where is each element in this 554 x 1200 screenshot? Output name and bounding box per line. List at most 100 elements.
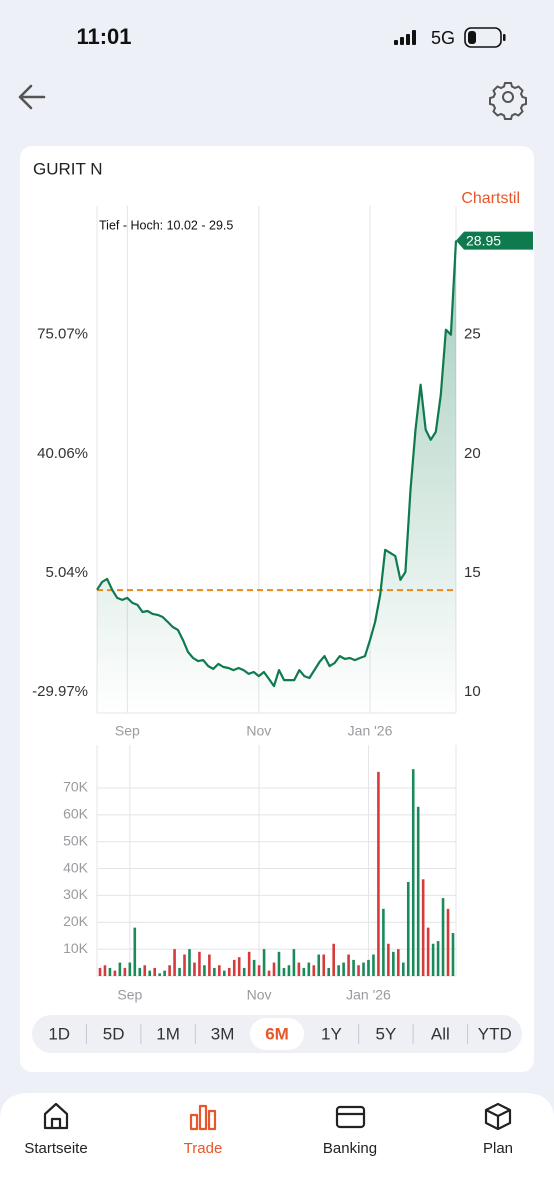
banking-icon <box>335 1105 366 1129</box>
y-tick-label: 40K <box>63 859 89 875</box>
volume-bar <box>312 965 316 976</box>
y-tick-label: 20K <box>63 913 89 929</box>
volume-bar <box>252 959 256 976</box>
x-tick-label: Nov <box>246 723 271 739</box>
y2-tick-label: -29.97% <box>32 683 88 700</box>
volume-bar <box>168 965 171 976</box>
volume-bar <box>297 962 301 976</box>
y-tick-label: 30K <box>63 886 89 902</box>
battery-icon <box>464 27 506 48</box>
volume-bar <box>153 967 156 976</box>
volume-bar <box>292 949 296 976</box>
volume-bar <box>397 949 400 976</box>
period-button[interactable]: 3M <box>211 1024 235 1043</box>
volume-bar <box>163 970 166 976</box>
volume-bar <box>247 951 251 976</box>
volume-bar <box>416 806 420 976</box>
volume-bar <box>426 927 430 976</box>
nav-label[interactable]: Plan <box>483 1140 513 1157</box>
volume-bar <box>302 967 306 976</box>
volume-bar <box>317 954 321 976</box>
volume-bar <box>372 954 375 976</box>
volume-bar <box>337 965 340 976</box>
volume-bar <box>262 949 266 976</box>
y2-tick-label: 40.06% <box>37 445 88 462</box>
plan-icon <box>484 1102 512 1131</box>
volume-bar <box>431 943 435 976</box>
volume-bar <box>98 967 102 976</box>
volume-bar <box>188 949 191 976</box>
volume-bar <box>282 967 286 976</box>
price-line <box>96 240 458 688</box>
volume-bar <box>347 954 350 976</box>
x-tick-label: Sep <box>117 987 142 1003</box>
volume-bar <box>411 769 415 976</box>
trade-icon <box>189 1104 217 1131</box>
volume-bar <box>222 970 226 976</box>
y-tick-label: 10 <box>464 683 481 700</box>
volume-bar <box>178 967 181 976</box>
volume-bar <box>357 965 360 976</box>
volume-bar <box>257 965 261 976</box>
volume-bar <box>118 962 122 976</box>
volume-bar <box>237 957 241 976</box>
period-button[interactable]: All <box>431 1024 450 1043</box>
nav-label[interactable]: Trade <box>184 1140 223 1157</box>
period-button[interactable]: 1D <box>48 1024 70 1043</box>
y-tick-label: 50K <box>63 832 89 848</box>
volume-bar <box>232 959 236 976</box>
volume-bar <box>272 962 276 976</box>
nav-label[interactable]: Startseite <box>24 1140 87 1157</box>
last-price-tag <box>456 231 533 250</box>
volume-bar <box>108 967 112 976</box>
volume-bar <box>158 973 161 976</box>
volume-bar <box>352 959 355 976</box>
volume-bar <box>183 954 186 976</box>
volume-bar <box>287 965 291 976</box>
period-button[interactable]: 5Y <box>375 1024 396 1043</box>
volume-bar <box>173 949 176 976</box>
volume-bar <box>327 967 331 976</box>
y-tick-label: 10K <box>63 940 89 956</box>
volume-bar <box>143 965 147 976</box>
back-button[interactable] <box>18 84 46 110</box>
volume-bar <box>387 943 390 976</box>
price-area <box>97 240 456 713</box>
period-button[interactable]: 1M <box>156 1024 180 1043</box>
volume-bar <box>148 970 152 976</box>
period-selected-bg <box>250 1018 304 1050</box>
volume-bar <box>103 965 107 976</box>
volume-bar <box>138 967 142 976</box>
volume-bar <box>382 908 385 976</box>
volume-bar <box>128 962 132 976</box>
volume-bar <box>362 962 365 976</box>
chart-card <box>20 146 534 1072</box>
volume-bar <box>267 970 271 976</box>
volume-bar <box>133 927 137 976</box>
volume-bar <box>401 962 405 976</box>
y-tick-label: 60K <box>63 806 89 822</box>
volume-bar <box>421 879 425 976</box>
volume-bar <box>277 951 281 976</box>
x-tick-label: Sep <box>115 723 140 739</box>
volume-bar <box>307 962 311 976</box>
y-tick-label: 20 <box>464 445 481 462</box>
volume-bar <box>213 967 216 976</box>
nav-label[interactable]: Banking <box>323 1140 377 1157</box>
y-tick-label: 25 <box>464 326 481 343</box>
volume-bar <box>436 941 440 976</box>
period-button[interactable]: YTD <box>478 1024 512 1043</box>
volume-bar <box>113 970 117 976</box>
volume-bar <box>406 881 410 976</box>
period-button[interactable]: 1Y <box>321 1024 342 1043</box>
card-title: GURIT N <box>33 159 103 178</box>
volume-bar <box>322 954 326 976</box>
chart-style-link[interactable]: Chartstil <box>461 190 520 207</box>
period-button[interactable]: 5D <box>103 1024 125 1043</box>
period-button[interactable]: 6M <box>265 1024 289 1043</box>
volume-bar <box>203 965 206 976</box>
settings-button[interactable] <box>489 82 527 120</box>
network-label: 5G <box>431 28 455 48</box>
signal-icon <box>394 30 416 45</box>
